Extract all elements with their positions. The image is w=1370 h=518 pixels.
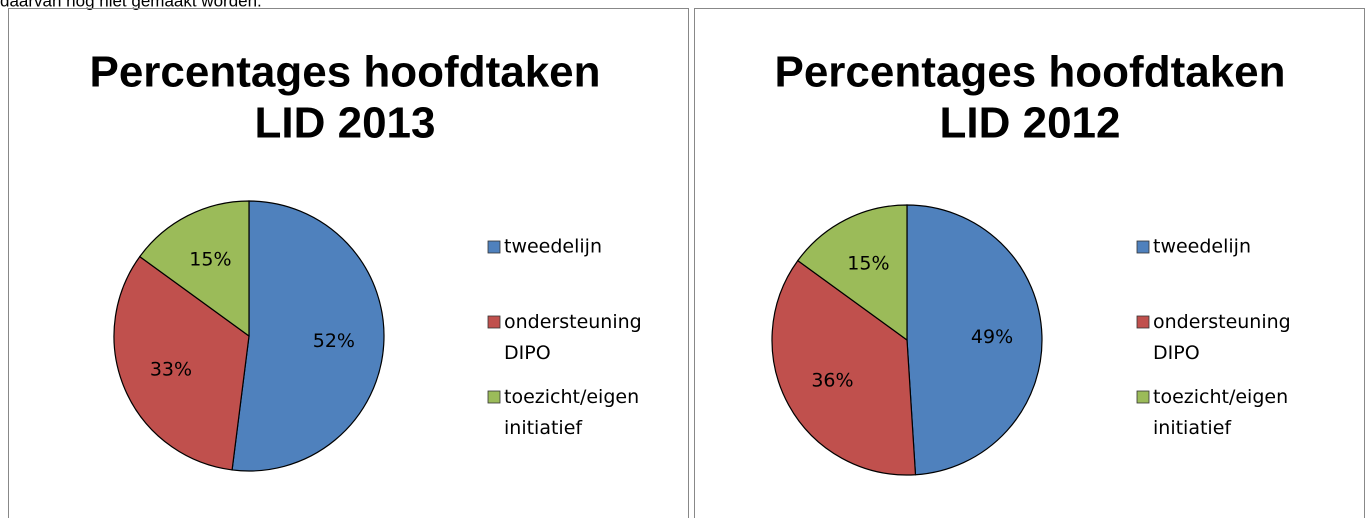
legend-swatch: [487, 390, 501, 404]
legend-swatch: [487, 240, 501, 254]
legend-swatch: [1136, 315, 1150, 329]
chart-title: Percentages hoofdtaken: [774, 48, 1285, 97]
legend-swatch: [1136, 390, 1150, 404]
legend-entry: ondersteuning DIPO: [1153, 311, 1297, 364]
data-label: 15%: [189, 249, 231, 271]
chart-title: LID 2012: [940, 99, 1121, 148]
legend-entry: toezicht/eigen initiatief: [1153, 386, 1294, 439]
top-text: daarvan nog niet gemaakt worden.: [0, 0, 262, 10]
data-label: 33%: [150, 358, 192, 380]
data-label: 36%: [811, 369, 853, 391]
chart-title: LID 2013: [255, 99, 436, 148]
data-label: 49%: [971, 326, 1013, 348]
pie-slice: [113, 255, 250, 471]
pie-slice: [231, 200, 385, 472]
pie-slice: [138, 200, 250, 338]
chart-frame: [694, 8, 1365, 518]
legend-swatch: [1136, 240, 1150, 254]
data-label: 15%: [847, 253, 889, 275]
legend-entry: tweedelijn: [1153, 236, 1251, 258]
pie-slice: [796, 204, 908, 342]
legend-entry: tweedelijn: [504, 236, 602, 258]
legend-entry: ondersteuning DIPO: [504, 311, 648, 364]
chart-title: Percentages hoofdtaken: [89, 48, 600, 97]
legend-swatch: [487, 315, 501, 329]
legend-entry: toezicht/eigen initiatief: [504, 386, 645, 439]
data-label: 52%: [313, 330, 355, 352]
pie-slice: [906, 204, 1043, 476]
pie-slice: [771, 259, 917, 476]
chart-frame: [8, 8, 689, 518]
